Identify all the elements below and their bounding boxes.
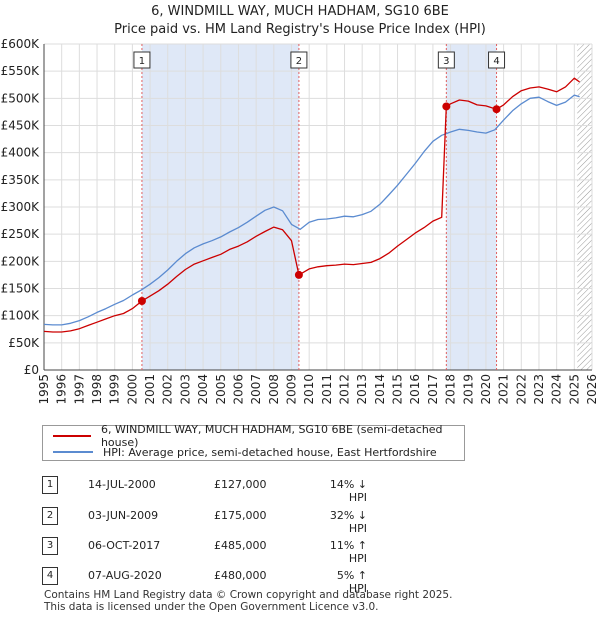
x-tick-label: 2004 <box>196 374 210 405</box>
sale-marker-box <box>290 51 308 69</box>
x-tick-label: 2020 <box>479 374 493 405</box>
sale-hpi-diff: 14% ↓ HPI <box>329 478 367 504</box>
x-tick-label: 2018 <box>444 374 458 405</box>
legend-swatch-hpi <box>53 451 93 453</box>
legend-item-hpi: HPI: Average price, semi-detached house,… <box>53 444 437 460</box>
x-tick-label: 2001 <box>143 374 157 405</box>
x-tick-label: 2012 <box>338 374 352 405</box>
sale-hpi-diff: 5% ↑ HPI <box>336 569 367 595</box>
sale-marker-label: 1 <box>139 56 145 67</box>
sale-price: £485,000 <box>214 539 267 552</box>
x-tick-label: 2003 <box>178 374 192 405</box>
x-tick-label: 2000 <box>125 374 139 405</box>
x-tick-label: 2009 <box>284 374 298 405</box>
sale-hpi-diff: 32% ↓ HPI <box>329 509 367 535</box>
sale-point <box>492 105 501 114</box>
x-tick-label: 1995 <box>37 374 51 405</box>
hpi-line <box>43 94 580 326</box>
legend-swatch-property <box>53 435 91 437</box>
y-tick-label: £250K <box>1 227 41 241</box>
sale-number: 2 <box>42 507 58 525</box>
footer-licence: This data is licensed under the Open Gov… <box>44 601 379 613</box>
x-tick-label: 2024 <box>550 374 564 405</box>
sale-marker-box <box>133 51 151 69</box>
x-tick-label: 2026 <box>585 374 599 405</box>
x-tick-label: 2022 <box>514 374 528 405</box>
footer: Contains HM Land Registry data © Crown c… <box>44 589 452 613</box>
sale-hpi-diff: 11% ↑ HPI <box>329 539 367 565</box>
sale-date: 03-JUN-2009 <box>88 509 159 522</box>
sale-date: 07-AUG-2020 <box>88 569 162 582</box>
legend-label-hpi: HPI: Average price, semi-detached house,… <box>103 445 437 459</box>
y-tick-label: £200K <box>1 254 41 268</box>
y-tick-label: £400K <box>1 146 41 160</box>
price-chart: £0 £50K £100K £150K £200K £250K £300K £350K £400… <box>1 37 599 405</box>
x-tick-label: 2019 <box>461 374 475 405</box>
legend-item-property: 6, WINDMILL WAY, MUCH HADHAM, SG10 6BE (… <box>53 423 464 449</box>
x-tick-label: 2017 <box>426 374 440 405</box>
chart-title: 6, WINDMILL WAY, MUCH HADHAM, SG10 6BE P… <box>0 3 600 39</box>
sale-price: £175,000 <box>214 509 267 522</box>
y-tick-label: £50K <box>8 336 40 350</box>
sale-marker-label: 2 <box>296 56 302 67</box>
y-tick-label: £300K <box>1 200 41 214</box>
sale-row: 1 14-JUL-2000 £127,000 14% ↓ HPI <box>42 476 442 504</box>
x-tick-label: 2005 <box>214 374 228 405</box>
x-tick-label: 2025 <box>567 374 581 405</box>
sale-marker-box <box>488 51 506 69</box>
sale-price: £127,000 <box>214 478 267 491</box>
sale-date: 06-OCT-2017 <box>88 539 161 552</box>
sale-number: 3 <box>42 537 58 555</box>
x-tick-label: 1997 <box>72 374 86 405</box>
footer-copyright: Contains HM Land Registry data © Crown c… <box>44 589 453 601</box>
x-tick-label: 2008 <box>267 374 281 405</box>
x-tick-label: 1996 <box>55 374 69 405</box>
sale-number: 1 <box>42 476 58 494</box>
y-tick-label: £0 <box>24 363 39 377</box>
y-tick-label: £350K <box>1 173 41 187</box>
x-tick-label: 2011 <box>320 374 334 405</box>
x-tick-label: 2007 <box>249 374 263 405</box>
x-tick-label: 2015 <box>391 374 405 405</box>
x-tick-label: 2013 <box>355 374 369 405</box>
legend: 6, WINDMILL WAY, MUCH HADHAM, SG10 6BE (… <box>42 423 465 461</box>
sale-price: £480,000 <box>214 569 267 582</box>
sale-point <box>294 270 303 279</box>
sale-row: 2 03-JUN-2009 £175,000 32% ↓ HPI <box>42 507 442 535</box>
x-tick-label: 2002 <box>161 374 175 405</box>
sale-marker-label: 4 <box>493 56 499 67</box>
x-tick-label: 2006 <box>231 374 245 405</box>
sale-point <box>137 296 146 305</box>
y-tick-label: £500K <box>1 91 41 105</box>
x-tick-label: 2014 <box>373 374 387 405</box>
sale-row: 4 07-AUG-2020 £480,000 5% ↑ HPI <box>42 567 442 595</box>
sale-row: 3 06-OCT-2017 £485,000 11% ↑ HPI <box>42 537 442 565</box>
x-tick-label: 2021 <box>497 374 511 405</box>
sale-marker-label: 3 <box>443 56 449 67</box>
sale-marker-box <box>437 51 455 69</box>
x-tick-label: 2016 <box>408 374 422 405</box>
sale-point <box>442 102 451 111</box>
sale-date: 14-JUL-2000 <box>88 478 156 491</box>
y-tick-label: £550K <box>1 64 41 78</box>
y-tick-label: £100K <box>1 309 41 323</box>
legend-label-property: 6, WINDMILL WAY, MUCH HADHAM, SG10 6BE (… <box>100 423 443 449</box>
chart-title-line2: Price paid vs. HM Land Registry's House … <box>114 22 486 37</box>
y-tick-label: £450K <box>1 119 41 133</box>
chart-title-line1: 6, WINDMILL WAY, MUCH HADHAM, SG10 6BE <box>151 4 449 19</box>
x-tick-label: 1999 <box>108 374 122 405</box>
x-tick-label: 1998 <box>90 374 104 405</box>
y-tick-label: £600K <box>1 37 41 51</box>
sale-number: 4 <box>42 567 58 585</box>
x-tick-label: 2010 <box>302 374 316 405</box>
x-tick-label: 2023 <box>532 374 546 405</box>
y-tick-label: £150K <box>1 282 41 296</box>
